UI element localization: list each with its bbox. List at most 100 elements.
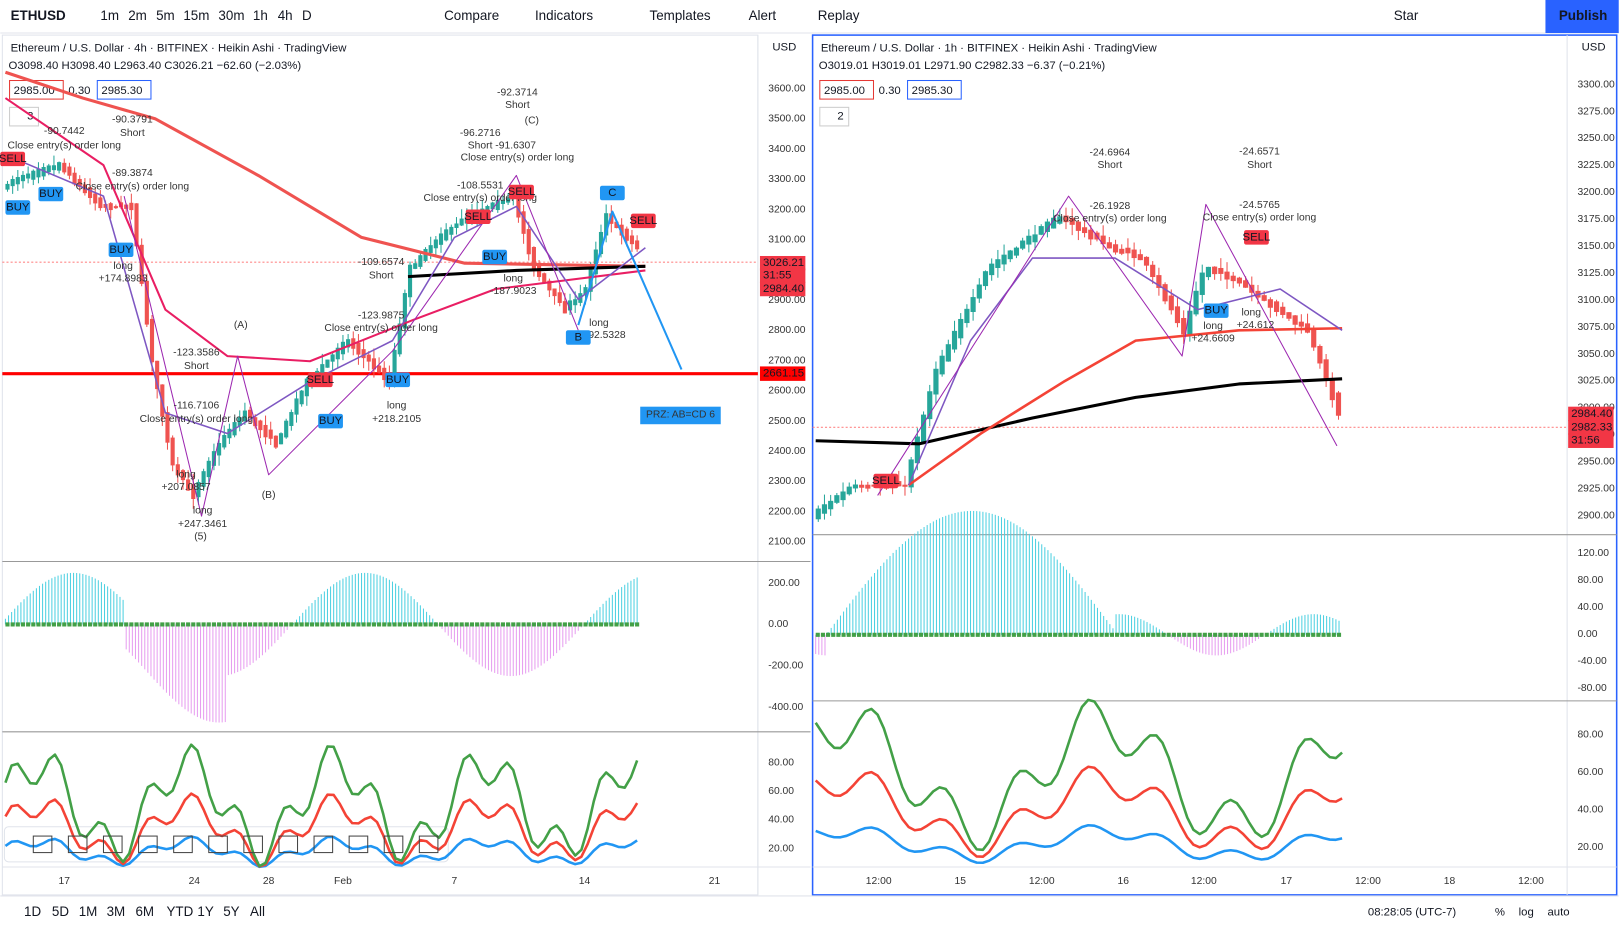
candle: [1051, 217, 1057, 229]
interval[interactable]: 15m: [183, 8, 209, 23]
candle: [449, 226, 454, 235]
signal: SELL: [508, 186, 536, 198]
candle: [186, 479, 191, 491]
tool-icon[interactable]: [138, 835, 158, 854]
price-label: 3500.00: [768, 114, 806, 125]
candle: [134, 203, 139, 247]
candle: [624, 228, 629, 241]
price-label: 3300.00: [768, 174, 806, 185]
candle: [98, 197, 103, 209]
signal: SELL: [464, 211, 492, 223]
range[interactable]: All: [250, 904, 265, 919]
price-tag-text: 31:55: [763, 270, 791, 282]
candle: [914, 436, 920, 464]
price-label: 2400.00: [768, 446, 806, 457]
price-tag-text: 31:56: [1571, 435, 1599, 447]
time-label: 12:00: [1191, 876, 1217, 887]
star[interactable]: Star: [1394, 8, 1419, 23]
tool-icon[interactable]: [173, 835, 193, 854]
range[interactable]: 3M: [107, 904, 126, 919]
signal: SELL: [629, 215, 657, 227]
signal: SELL: [1243, 231, 1271, 243]
log[interactable]: log: [1519, 906, 1534, 918]
range[interactable]: 1D: [24, 904, 41, 919]
price-label: 2950.00: [1577, 457, 1615, 468]
toolbar-button[interactable]: Alert: [749, 8, 777, 23]
interval[interactable]: 1m: [100, 8, 119, 23]
toolbar-button[interactable]: Indicators: [535, 8, 593, 23]
tool-icon[interactable]: [383, 835, 404, 854]
symbol[interactable]: ETHUSD: [11, 8, 66, 23]
interval[interactable]: D: [302, 8, 312, 23]
candle: [1057, 216, 1063, 224]
annotation: Close entry(s) order long: [1203, 213, 1317, 224]
collapse-box: [9, 106, 39, 127]
tool-icon[interactable]: [313, 835, 334, 854]
annotation: (C): [525, 115, 539, 126]
time-label: 12:00: [1355, 876, 1381, 887]
tool-icon[interactable]: [418, 835, 439, 854]
range[interactable]: 5D: [52, 904, 69, 919]
range[interactable]: YTD: [166, 904, 193, 919]
prz-box: [640, 406, 721, 425]
price-tag: [759, 268, 806, 283]
auto[interactable]: auto: [1548, 906, 1570, 918]
interval[interactable]: 4h: [278, 8, 293, 23]
candle: [428, 245, 433, 253]
range[interactable]: 5Y: [223, 904, 239, 919]
tool-icon[interactable]: [243, 835, 263, 854]
candle: [247, 409, 253, 419]
candle: [46, 165, 51, 173]
candle: [1044, 221, 1050, 232]
candle: [964, 308, 970, 324]
candle: [1286, 312, 1292, 319]
candle: [506, 198, 511, 203]
price-label: 3275.00: [1577, 106, 1615, 117]
toolbar-button[interactable]: Compare: [444, 8, 499, 23]
price-label: 3150.00: [1577, 241, 1615, 252]
osc-label: 60.00: [768, 786, 794, 797]
candle: [211, 451, 216, 466]
tool-icon[interactable]: [348, 835, 369, 854]
candle: [1026, 235, 1032, 245]
candle: [191, 484, 196, 500]
candle: [1106, 242, 1112, 249]
candle: [397, 323, 402, 355]
candle: [392, 349, 397, 384]
annotation: Short -91.6307: [468, 140, 536, 151]
osc-label: 200.00: [768, 578, 800, 589]
tool-icon[interactable]: [102, 835, 123, 854]
candle: [165, 412, 170, 443]
osc-label: 20.00: [1577, 842, 1603, 853]
price-label: 2100.00: [768, 537, 806, 548]
tool-icon[interactable]: [32, 835, 53, 854]
annotation: Short: [1247, 160, 1272, 171]
interval[interactable]: 1h: [253, 8, 268, 23]
toolbar-button[interactable]: Replay: [818, 8, 860, 23]
candle: [371, 358, 376, 370]
range[interactable]: 1M: [79, 904, 98, 919]
publish-button[interactable]: [1545, 0, 1619, 34]
range[interactable]: 6M: [135, 904, 154, 919]
percent[interactable]: %: [1495, 906, 1505, 918]
interval[interactable]: 5m: [156, 8, 175, 23]
tool-icon[interactable]: [67, 835, 88, 854]
range[interactable]: 1Y: [197, 904, 213, 919]
oscillator-line: [4, 792, 639, 868]
interval[interactable]: 2m: [128, 8, 147, 23]
candle: [815, 508, 821, 520]
price-label: 3225.00: [1577, 160, 1615, 171]
publish[interactable]: Publish: [1559, 8, 1607, 23]
tool-icon[interactable]: [278, 835, 299, 854]
interval[interactable]: 30m: [218, 8, 244, 23]
time-label: 24: [189, 876, 201, 887]
candle: [402, 293, 407, 329]
chart-title: Ethereum / U.S. Dollar · 4h · BITFINEX ·…: [11, 43, 348, 55]
currency: USD: [772, 41, 796, 53]
toolbar-button[interactable]: Templates: [650, 8, 711, 23]
tool-icon[interactable]: [208, 835, 228, 854]
price-label: 2900.00: [768, 295, 806, 306]
oscillator-line: [815, 823, 1343, 865]
price-label: 2900.00: [1577, 510, 1615, 521]
candle: [227, 428, 232, 439]
